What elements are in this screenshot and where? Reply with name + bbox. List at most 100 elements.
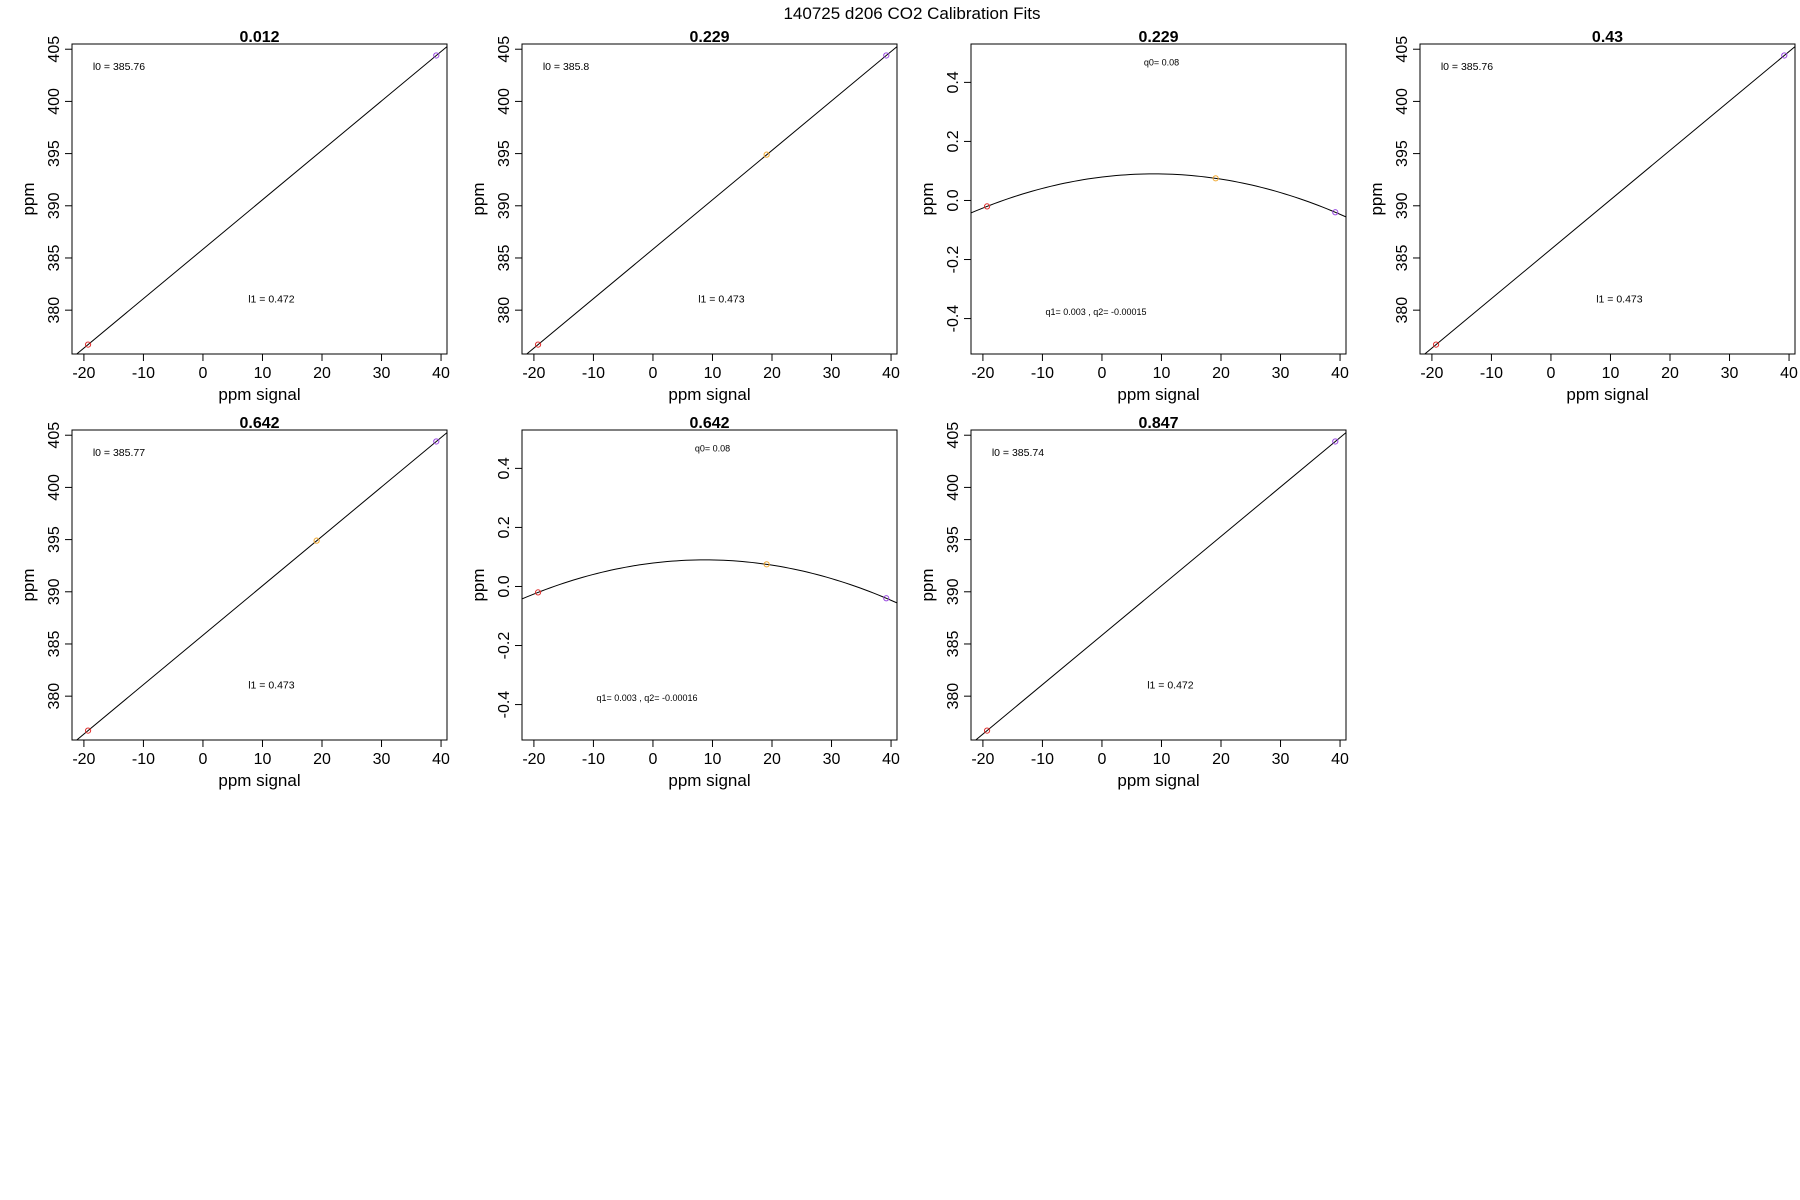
fit-annotation: q0= 0.08 <box>695 444 730 454</box>
x-tick-label: -20 <box>1420 365 1443 382</box>
x-tick-label: 10 <box>704 365 722 382</box>
plot-frame <box>521 43 898 355</box>
fit-curve <box>1423 46 1795 354</box>
x-tick-label: 30 <box>373 751 391 768</box>
plot-panel-2: -20 -10 0 10 20 30 40 380 385 390 395 400 405 0.229 pp… <box>469 29 900 404</box>
x-tick-label: 0 <box>648 751 657 768</box>
fit-annotation: l1 = 0.472 <box>1147 680 1194 692</box>
y-tick-label: 390 <box>46 578 63 605</box>
plot-panel-4: -20 -10 0 10 20 30 40 380 385 390 395 400 405 0.43 ppm… <box>1367 29 1798 404</box>
y-tick-label: -0.4 <box>945 305 962 333</box>
x-axis-label: ppm signal <box>1117 385 1199 404</box>
fit-annotation: q1= 0.003 , q2= -0.00015 <box>1045 307 1146 317</box>
data-point <box>1781 52 1788 59</box>
y-axis-label: ppm <box>918 182 937 215</box>
y-tick-label: 405 <box>1394 36 1411 63</box>
x-tick-label: 0 <box>648 365 657 382</box>
y-tick-label: 385 <box>46 245 63 272</box>
x-tick-label: 0 <box>198 751 207 768</box>
y-tick-label: 390 <box>496 192 513 219</box>
data-point <box>763 151 770 158</box>
x-tick-label: 10 <box>1602 365 1620 382</box>
y-tick-label: 400 <box>496 88 513 115</box>
data-point <box>433 438 440 445</box>
x-tick-label: 40 <box>882 751 900 768</box>
x-tick-label: 10 <box>254 751 272 768</box>
x-tick-label: 20 <box>763 751 781 768</box>
x-tick-label: 20 <box>1212 751 1230 768</box>
y-tick-label: 400 <box>1394 88 1411 115</box>
x-tick-label: -20 <box>72 365 95 382</box>
plot-frame <box>970 43 1347 355</box>
x-tick-label: 30 <box>1272 365 1290 382</box>
y-axis-label: ppm <box>19 568 38 601</box>
fit-annotation: l1 = 0.472 <box>248 294 295 306</box>
x-tick-label: -10 <box>582 751 605 768</box>
x-tick-label: 30 <box>1272 751 1290 768</box>
panel-title: 0.229 <box>689 29 729 46</box>
data-point <box>1432 341 1440 348</box>
x-tick-label: -20 <box>72 751 95 768</box>
plot-frame <box>970 429 1347 741</box>
x-tick-label: 30 <box>823 751 841 768</box>
x-tick-label: 30 <box>1721 365 1739 382</box>
data-point <box>84 341 92 348</box>
x-axis-label: ppm signal <box>668 385 750 404</box>
fit-annotation: q0= 0.08 <box>1144 58 1179 68</box>
plot-frame <box>521 429 898 741</box>
x-tick-label: 40 <box>432 365 450 382</box>
x-axis-label: ppm signal <box>218 771 300 790</box>
y-tick-label: 405 <box>496 36 513 63</box>
y-tick-label: 385 <box>945 631 962 658</box>
data-point <box>433 52 440 59</box>
data-point <box>763 561 770 568</box>
y-tick-label: -0.2 <box>945 246 962 274</box>
fit-annotation: l0 = 385.74 <box>992 447 1044 459</box>
data-point <box>1332 209 1339 216</box>
plot-frame <box>71 429 448 741</box>
x-tick-label: 40 <box>1331 751 1349 768</box>
y-axis-label: ppm <box>918 568 937 601</box>
fit-curve <box>974 432 1346 740</box>
x-tick-label: 10 <box>1153 751 1171 768</box>
fit-annotation: l0 = 385.76 <box>1441 61 1493 73</box>
x-tick-label: -20 <box>522 751 545 768</box>
x-tick-label: 20 <box>763 365 781 382</box>
y-tick-label: 385 <box>496 245 513 272</box>
y-tick-label: 400 <box>46 88 63 115</box>
y-tick-label: 400 <box>945 474 962 501</box>
x-tick-label: -10 <box>1480 365 1503 382</box>
panel-title: 0.012 <box>239 29 279 46</box>
y-tick-label: 0.2 <box>945 130 962 152</box>
data-point <box>1332 438 1339 445</box>
y-tick-label: 0.0 <box>945 189 962 211</box>
x-tick-label: 40 <box>1780 365 1798 382</box>
y-tick-label: 390 <box>46 192 63 219</box>
x-tick-label: 10 <box>704 751 722 768</box>
y-axis-label: ppm <box>1367 182 1386 215</box>
panel-title: 0.642 <box>239 415 279 432</box>
x-tick-label: 20 <box>1212 365 1230 382</box>
x-tick-label: -10 <box>1031 365 1054 382</box>
fit-annotation: l0 = 385.8 <box>543 61 590 73</box>
data-point <box>1212 175 1219 182</box>
y-tick-label: 385 <box>1394 245 1411 272</box>
y-tick-label: 405 <box>945 422 962 449</box>
x-tick-label: -20 <box>971 751 994 768</box>
y-tick-label: 390 <box>1394 192 1411 219</box>
fit-annotation: l1 = 0.473 <box>248 680 295 692</box>
figure-title: 140725 d206 CO2 Calibration Fits <box>783 4 1040 23</box>
plot-panel-1: -20 -10 0 10 20 30 40 380 385 390 395 400 405 0.012 pp… <box>19 29 450 404</box>
data-point <box>983 727 991 734</box>
fit-annotation: l0 = 385.76 <box>93 61 145 73</box>
x-tick-label: 0 <box>198 365 207 382</box>
fit-annotation: q1= 0.003 , q2= -0.00016 <box>596 693 697 703</box>
x-tick-label: 0 <box>1097 751 1106 768</box>
y-axis-label: ppm <box>469 182 488 215</box>
x-tick-label: 30 <box>373 365 391 382</box>
y-axis-label: ppm <box>19 182 38 215</box>
y-tick-label: 395 <box>46 140 63 167</box>
x-axis-label: ppm signal <box>1117 771 1199 790</box>
plot-frame <box>71 43 448 355</box>
